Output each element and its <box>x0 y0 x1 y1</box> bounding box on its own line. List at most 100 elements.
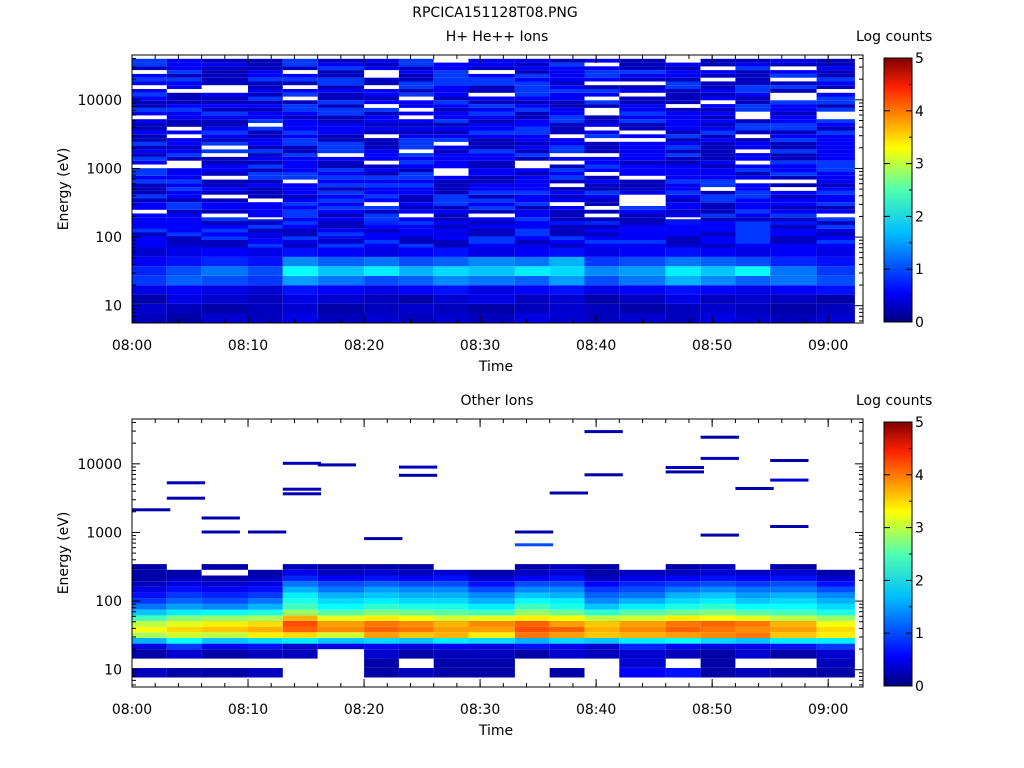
heatmap-cell <box>398 569 434 576</box>
heatmap-cell <box>584 575 620 582</box>
heatmap-cell <box>468 598 515 604</box>
heatmap-cell <box>514 198 550 203</box>
heatmap-cell <box>514 632 550 638</box>
heatmap-cell <box>468 130 515 135</box>
heatmap-cell <box>282 247 318 257</box>
heatmap-cell <box>317 119 365 123</box>
heatmap-cell <box>433 126 469 131</box>
heatmap-cell <box>201 134 248 139</box>
heatmap-cell <box>584 119 620 123</box>
heatmap-cell <box>166 615 202 621</box>
heatmap-cell <box>584 615 620 621</box>
heatmap-cell <box>665 115 701 120</box>
heatmap-cell <box>433 130 469 135</box>
heatmap-cell <box>364 240 399 244</box>
heatmap-cell <box>282 228 318 233</box>
heatmap-cell <box>317 217 365 222</box>
heatmap-cell <box>619 615 666 621</box>
heatmap-cell <box>816 81 855 86</box>
heatmap-cell <box>433 160 469 165</box>
heatmap-cell <box>166 92 202 97</box>
heatmap-cell <box>282 126 318 131</box>
heatmap-cell <box>248 643 283 650</box>
heatmap-cell <box>248 598 283 604</box>
heatmap-cell <box>549 266 585 276</box>
heatmap-cell <box>735 581 771 587</box>
heatmap-cell <box>433 149 469 154</box>
x-tick-label: 08:20 <box>344 338 384 354</box>
heatmap-cell <box>816 153 855 157</box>
heatmap-cell <box>549 586 585 593</box>
heatmap-cell <box>364 172 399 176</box>
heatmap-cell <box>514 575 550 582</box>
heatmap-cell <box>735 194 771 199</box>
heatmap-cell <box>282 575 318 582</box>
heatmap-cell <box>619 153 666 157</box>
heatmap-cell <box>282 115 318 120</box>
heatmap-cell <box>584 581 620 587</box>
heatmap-cell <box>619 228 666 233</box>
heatmap-cell <box>282 285 318 295</box>
heatmap-cell <box>201 232 248 237</box>
heatmap-cell <box>317 134 365 139</box>
heatmap-cell <box>514 285 550 295</box>
heatmap-cell <box>816 85 855 89</box>
heatmap-cell <box>364 304 399 314</box>
heatmap-cell <box>317 632 365 638</box>
heatmap-cell <box>549 100 585 105</box>
heatmap-cell <box>816 175 855 180</box>
heatmap-cell <box>700 603 736 610</box>
heatmap-cell <box>816 73 855 78</box>
heatmap-cell <box>700 175 736 180</box>
heatmap-cell <box>248 240 283 244</box>
heatmap-cell <box>549 206 585 210</box>
heatmap-cell <box>770 138 817 142</box>
heatmap-cell <box>433 224 469 229</box>
heatmap-cell <box>282 111 318 116</box>
heatmap-cell <box>514 256 550 267</box>
heatmap-cell <box>735 141 771 146</box>
colorbar-tick-label: 2 <box>915 209 924 225</box>
heatmap-cell <box>514 85 550 89</box>
heatmap-cell <box>584 256 620 267</box>
heatmap-cell <box>735 175 771 180</box>
heatmap-cell <box>514 138 550 142</box>
heatmap-cell <box>433 213 469 218</box>
heatmap-cell <box>433 236 469 240</box>
heatmap-cell <box>201 92 248 97</box>
heatmap-cell <box>816 285 855 295</box>
heatmap-cell <box>201 183 248 188</box>
heatmap-cell <box>248 581 283 587</box>
heatmap-cell <box>619 603 666 610</box>
heatmap-cell <box>201 160 248 165</box>
heatmap-cell <box>132 198 167 203</box>
heatmap-cell <box>770 459 809 462</box>
heatmap-cell <box>514 77 550 82</box>
heatmap-cell <box>468 194 515 199</box>
heatmap-cell <box>201 516 240 520</box>
heatmap-cell <box>132 81 167 86</box>
heatmap-cell <box>468 620 515 627</box>
heatmap-cell <box>549 107 585 112</box>
heatmap-cell <box>584 232 620 237</box>
heatmap-cell <box>282 62 318 67</box>
heatmap-cell <box>619 206 666 210</box>
heatmap-cell <box>735 206 771 210</box>
heatmap-cell <box>549 141 585 146</box>
heatmap-cell <box>166 221 202 225</box>
heatmap-cell <box>282 172 318 176</box>
heatmap-cell <box>770 575 817 582</box>
heatmap-cell <box>317 294 365 304</box>
heatmap-cell <box>700 586 736 593</box>
heatmap-cell <box>514 126 550 131</box>
heatmap-cell <box>770 183 817 188</box>
heatmap-cell <box>201 256 248 267</box>
heatmap-cell <box>619 209 666 214</box>
heatmap-cell <box>166 668 202 678</box>
panel-1-heatmap: 10 100 1000 10000 08:00 08:10 08:20 08:30 08:40… <box>56 54 864 375</box>
heatmap-cell <box>282 89 318 93</box>
heatmap-cell <box>584 164 620 169</box>
heatmap-cell <box>468 206 515 210</box>
heatmap-cell <box>364 206 399 210</box>
heatmap-cell <box>364 149 399 154</box>
